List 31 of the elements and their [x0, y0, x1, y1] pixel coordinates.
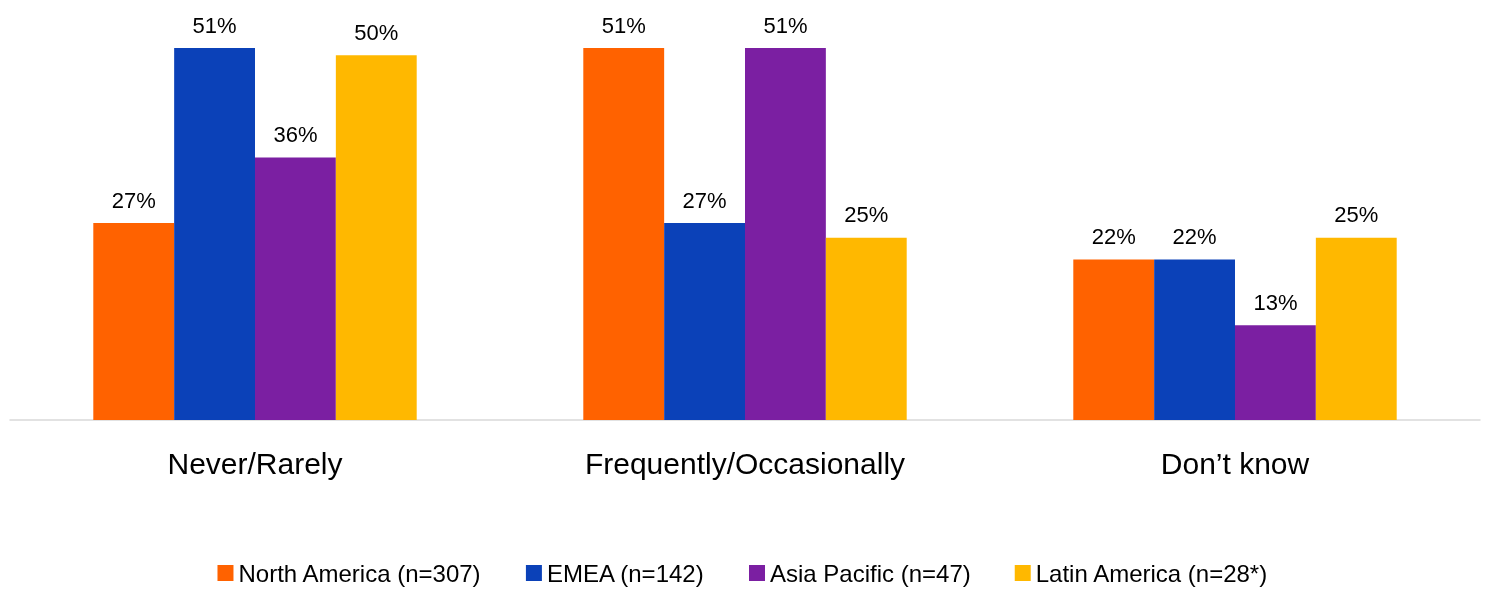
x-tick-label: Frequently/Occasionally	[584, 446, 906, 480]
bar	[1235, 325, 1316, 420]
x-tick-label: Never/Rarely	[167, 446, 343, 480]
bar	[1154, 259, 1235, 420]
bar	[335, 55, 417, 420]
x-tick-label: Don’t know	[1160, 446, 1310, 480]
data-label: 22%	[1091, 224, 1136, 250]
bar	[825, 237, 907, 420]
bar	[255, 157, 336, 420]
bar	[174, 48, 255, 420]
data-label: 22%	[1172, 224, 1217, 250]
data-label: 27%	[682, 187, 727, 213]
data-label: 25%	[1334, 202, 1379, 228]
data-label: 51%	[763, 12, 808, 38]
data-label: 50%	[354, 19, 399, 45]
legend-label: EMEA (n=142)	[546, 559, 704, 587]
bar	[583, 48, 665, 420]
data-label: 36%	[273, 121, 318, 147]
legend-label: North America (n=307)	[238, 559, 481, 587]
data-label: 27%	[111, 187, 156, 213]
bar	[1073, 259, 1155, 420]
data-label: 51%	[601, 12, 646, 38]
legend-label: Latin America (n=28*)	[1035, 559, 1268, 587]
bar	[1315, 237, 1397, 420]
data-label: 13%	[1253, 289, 1298, 315]
bar	[745, 48, 826, 420]
bar	[93, 223, 175, 420]
legend-label: Asia Pacific (n=47)	[769, 559, 971, 587]
data-label: 51%	[192, 12, 237, 38]
data-label: 25%	[844, 202, 889, 228]
bar	[664, 223, 745, 420]
